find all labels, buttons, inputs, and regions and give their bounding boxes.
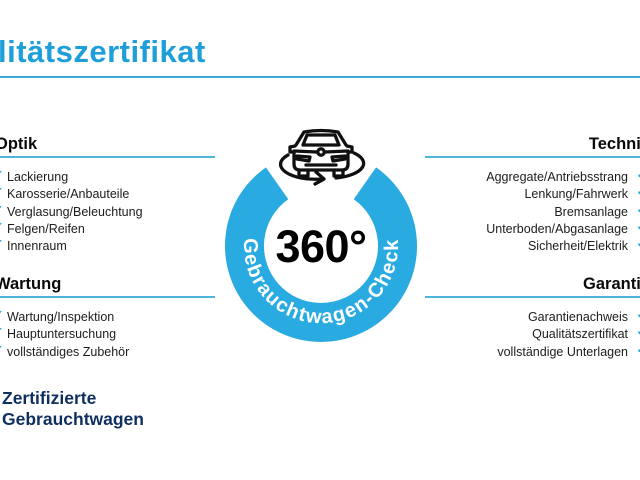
section-divider [425,156,640,158]
list-item: ✓ vollständiges Zubehör [0,344,215,361]
car-wheel-right [332,168,345,178]
rotation-arrow-left-arc [278,153,324,181]
list-item: Garantienachweis ✓ [425,309,640,326]
checklist-technik: Aggregate/Antriebsstrang ✓ Lenkung/Fahrwe… [425,169,640,255]
item-label: Lenkung/Fahrwerk [524,187,628,202]
section-heading-garantie: Garantie [583,275,640,293]
rotation-arrow-right-arc [334,151,366,180]
item-label: Wartung/Inspektion [7,310,115,324]
item-label: Karosserie/Anbauteile [7,187,130,202]
list-item: ✓ Verglasung/Beleuchtung [0,204,215,221]
list-item: Aggregate/Antriebsstrang ✓ [425,169,640,186]
item-label: Hauptuntersuchung [7,327,117,342]
check-icon: ✓ [0,221,3,233]
car-headlight-right [330,154,347,163]
item-label: Qualitätszertifikat [532,327,628,342]
check-icon: ✓ [637,310,640,321]
section-heading-optik: Optik [0,135,38,153]
item-label: vollständige Unterlagen [497,344,628,359]
item-label: Sicherheit/Elektrik [527,239,628,254]
section-garantie: Garantie Garantienachweis ✓ Qualitätszert… [425,276,640,361]
check-icon: ✓ [637,170,640,181]
checklist-wartung: ✓ Wartung/Inspektion ✓ Hauptuntersuchung ✓… [0,309,215,361]
section-divider [0,156,215,158]
check-icon: ✓ [637,344,640,356]
checklist-optik: ✓ Lackierung ✓ Karosserie/Anbauteile ✓ Verg… [0,169,215,255]
footer-claim: Zertifizierte Gebrauchtwagen [2,388,144,429]
check-icon: ✓ [637,204,640,216]
degree-label: 360° [275,221,366,272]
check-icon: ✓ [637,239,640,250]
section-wartung: Wartung ✓ Wartung/Inspektion ✓ Hauptunters… [0,276,215,361]
list-item: Unterboden/Abgasanlage ✓ [425,221,640,238]
car-body [292,150,350,172]
footer-line1: Zertifizierte [2,388,97,408]
item-label: vollständiges Zubehör [7,344,130,359]
car-mirror-right [345,144,354,154]
list-item: ✓ Wartung/Inspektion [0,309,215,326]
item-label: Lackierung [7,170,69,184]
check-icon: ✓ [637,327,640,338]
section-divider [0,296,215,298]
list-item: ✓ Lackierung [0,169,215,186]
list-item: ✓ Karosserie/Anbauteile [0,186,215,203]
car-windshield [301,133,341,147]
check-icon: ✓ [0,327,3,338]
check-icon: ✓ [0,187,3,198]
page-title: litätszertifikat [0,34,206,69]
item-label: Innenraum [7,239,67,254]
check-icon: ✓ [0,170,3,181]
item-label: Aggregate/Antriebsstrang [486,170,628,184]
section-divider [425,296,640,298]
check-icon: ✓ [0,239,3,250]
list-item: ✓ Felgen/Reifen [0,221,215,238]
car-mirror-left [288,144,297,154]
section-technik: Technik Aggregate/Antriebsstrang ✓ Lenkun… [425,136,640,255]
badge-ring [225,167,417,342]
car-front-rotation-icon [278,128,366,186]
car-roof [294,128,348,147]
list-item: ✓ Hauptuntersuchung [0,326,215,343]
check-icon: ✓ [637,187,640,198]
section-heading-technik: Technik [588,135,640,153]
list-item: Sicherheit/Elektrik ✓ [425,238,640,255]
item-label: Garantienachweis [527,310,628,324]
check-icon: ✓ [637,221,640,233]
check-icon: ✓ [0,344,3,356]
footer-line2: Gebrauchtwagen [2,408,144,429]
section-heading-wartung: Wartung [0,275,62,293]
list-item: Lenkung/Fahrwerk ✓ [425,186,640,203]
title-divider [0,76,640,78]
car-headlight-left [295,154,312,163]
check-icon: ✓ [0,204,3,216]
check-icon: ✓ [0,310,3,321]
item-label: Bremsanlage [554,204,628,219]
item-label: Unterboden/Abgasanlage [486,221,628,236]
car-badge [316,147,326,157]
item-label: Verglasung/Beleuchtung [7,204,143,219]
rotation-arrow-head [313,170,326,186]
list-item: Bremsanlage ✓ [425,204,640,221]
checklist-garantie: Garantienachweis ✓ Qualitätszertifikat ✓ v… [425,309,640,361]
list-item: ✓ Innenraum [0,238,215,255]
item-label: Felgen/Reifen [7,221,85,236]
car-wheel-left [297,168,310,178]
list-item: vollständige Unterlagen ✓ [425,344,640,361]
section-optik: Optik ✓ Lackierung ✓ Karosserie/Anbauteile… [0,136,215,255]
list-item: Qualitätszertifikat ✓ [425,326,640,343]
car-hood-line [292,149,350,154]
